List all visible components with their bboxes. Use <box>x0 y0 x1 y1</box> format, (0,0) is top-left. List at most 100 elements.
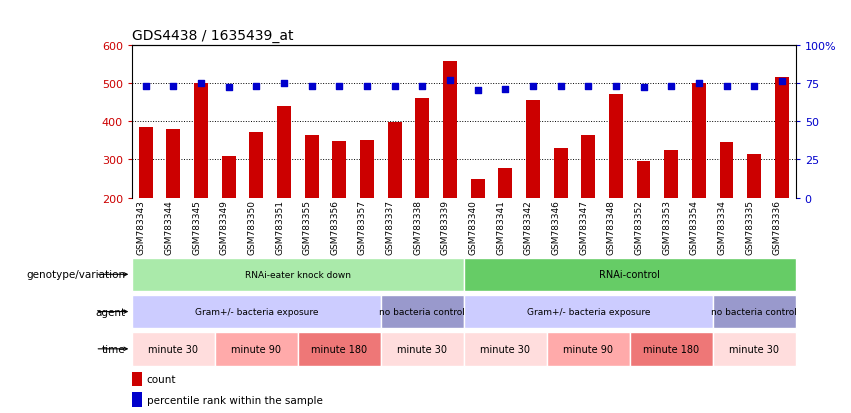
Text: minute 30: minute 30 <box>480 344 530 354</box>
Point <box>665 83 678 90</box>
Point <box>554 83 568 90</box>
Bar <box>692 83 705 198</box>
Bar <box>609 94 623 198</box>
Text: percentile rank within the sample: percentile rank within the sample <box>146 395 323 405</box>
Point <box>139 83 152 90</box>
Point <box>747 83 761 90</box>
Bar <box>713 332 796 366</box>
Bar <box>249 133 263 198</box>
Bar <box>139 128 152 198</box>
Text: agent: agent <box>95 307 125 317</box>
Bar <box>747 155 761 198</box>
Text: GSM783348: GSM783348 <box>607 199 616 254</box>
Bar <box>305 136 318 198</box>
Bar <box>775 78 789 198</box>
Text: minute 90: minute 90 <box>563 344 614 354</box>
Text: GSM783353: GSM783353 <box>662 199 671 254</box>
Point <box>277 80 291 87</box>
Bar <box>132 392 142 407</box>
Bar <box>554 149 568 198</box>
Bar <box>333 142 346 198</box>
Text: GSM783341: GSM783341 <box>496 199 505 254</box>
Point <box>443 77 457 84</box>
Point <box>499 86 512 93</box>
Bar <box>132 295 380 329</box>
Text: GSM783336: GSM783336 <box>773 199 782 254</box>
Text: count: count <box>146 374 176 384</box>
Point <box>222 85 236 92</box>
Bar <box>526 101 540 198</box>
Text: Gram+/- bacteria exposure: Gram+/- bacteria exposure <box>527 307 650 316</box>
Point <box>637 85 650 92</box>
Text: GSM783345: GSM783345 <box>192 199 201 254</box>
Text: time: time <box>101 344 125 354</box>
Text: GSM783343: GSM783343 <box>137 199 146 254</box>
Bar <box>713 295 796 329</box>
Text: genotype/variation: genotype/variation <box>26 270 125 280</box>
Text: minute 30: minute 30 <box>148 344 198 354</box>
Text: GSM783351: GSM783351 <box>275 199 284 254</box>
Text: GSM783344: GSM783344 <box>164 199 174 254</box>
Bar <box>630 332 712 366</box>
Text: no bacteria control: no bacteria control <box>380 307 465 316</box>
Bar <box>471 180 484 198</box>
Bar <box>388 123 402 198</box>
Point <box>333 83 346 90</box>
Text: GSM783347: GSM783347 <box>580 199 588 254</box>
Bar <box>464 332 547 366</box>
Text: GSM783350: GSM783350 <box>248 199 256 254</box>
Point <box>305 83 318 90</box>
Text: minute 90: minute 90 <box>231 344 282 354</box>
Bar <box>277 107 291 198</box>
Text: no bacteria control: no bacteria control <box>711 307 797 316</box>
Bar <box>499 169 512 198</box>
Text: RNAi-control: RNAi-control <box>599 270 660 280</box>
Bar <box>581 136 595 198</box>
Text: GSM783338: GSM783338 <box>414 199 422 254</box>
Point <box>526 83 540 90</box>
Point <box>360 83 374 90</box>
Bar <box>381 332 464 366</box>
Point <box>388 83 402 90</box>
Bar <box>132 258 464 292</box>
Bar <box>464 258 796 292</box>
Text: GDS4438 / 1635439_at: GDS4438 / 1635439_at <box>132 29 294 43</box>
Text: GSM783342: GSM783342 <box>524 199 533 254</box>
Text: minute 30: minute 30 <box>729 344 780 354</box>
Point <box>775 79 789 85</box>
Text: GSM783339: GSM783339 <box>441 199 450 254</box>
Bar <box>415 99 429 198</box>
Bar <box>194 83 208 198</box>
Bar <box>381 295 464 329</box>
Bar <box>132 372 142 386</box>
Text: minute 180: minute 180 <box>643 344 700 354</box>
Bar <box>298 332 381 366</box>
Point <box>167 83 180 90</box>
Text: GSM783349: GSM783349 <box>220 199 229 254</box>
Bar <box>222 157 236 198</box>
Text: RNAi-eater knock down: RNAi-eater knock down <box>245 270 351 279</box>
Text: GSM783335: GSM783335 <box>745 199 754 254</box>
Text: GSM783357: GSM783357 <box>358 199 367 254</box>
Point <box>609 83 623 90</box>
Text: Gram+/- bacteria exposure: Gram+/- bacteria exposure <box>195 307 318 316</box>
Bar <box>132 332 214 366</box>
Text: GSM783334: GSM783334 <box>717 199 727 254</box>
Bar <box>665 150 678 198</box>
Bar <box>360 141 374 198</box>
Text: GSM783337: GSM783337 <box>386 199 395 254</box>
Text: GSM783352: GSM783352 <box>635 199 643 254</box>
Bar <box>214 332 298 366</box>
Text: GSM783354: GSM783354 <box>690 199 699 254</box>
Bar <box>464 295 713 329</box>
Text: GSM783355: GSM783355 <box>303 199 311 254</box>
Point <box>581 83 595 90</box>
Point <box>415 83 429 90</box>
Text: GSM783346: GSM783346 <box>551 199 561 254</box>
Point <box>471 88 484 95</box>
Point <box>692 80 705 87</box>
Point <box>194 80 208 87</box>
Text: minute 180: minute 180 <box>311 344 368 354</box>
Bar <box>167 130 180 198</box>
Text: minute 30: minute 30 <box>397 344 448 354</box>
